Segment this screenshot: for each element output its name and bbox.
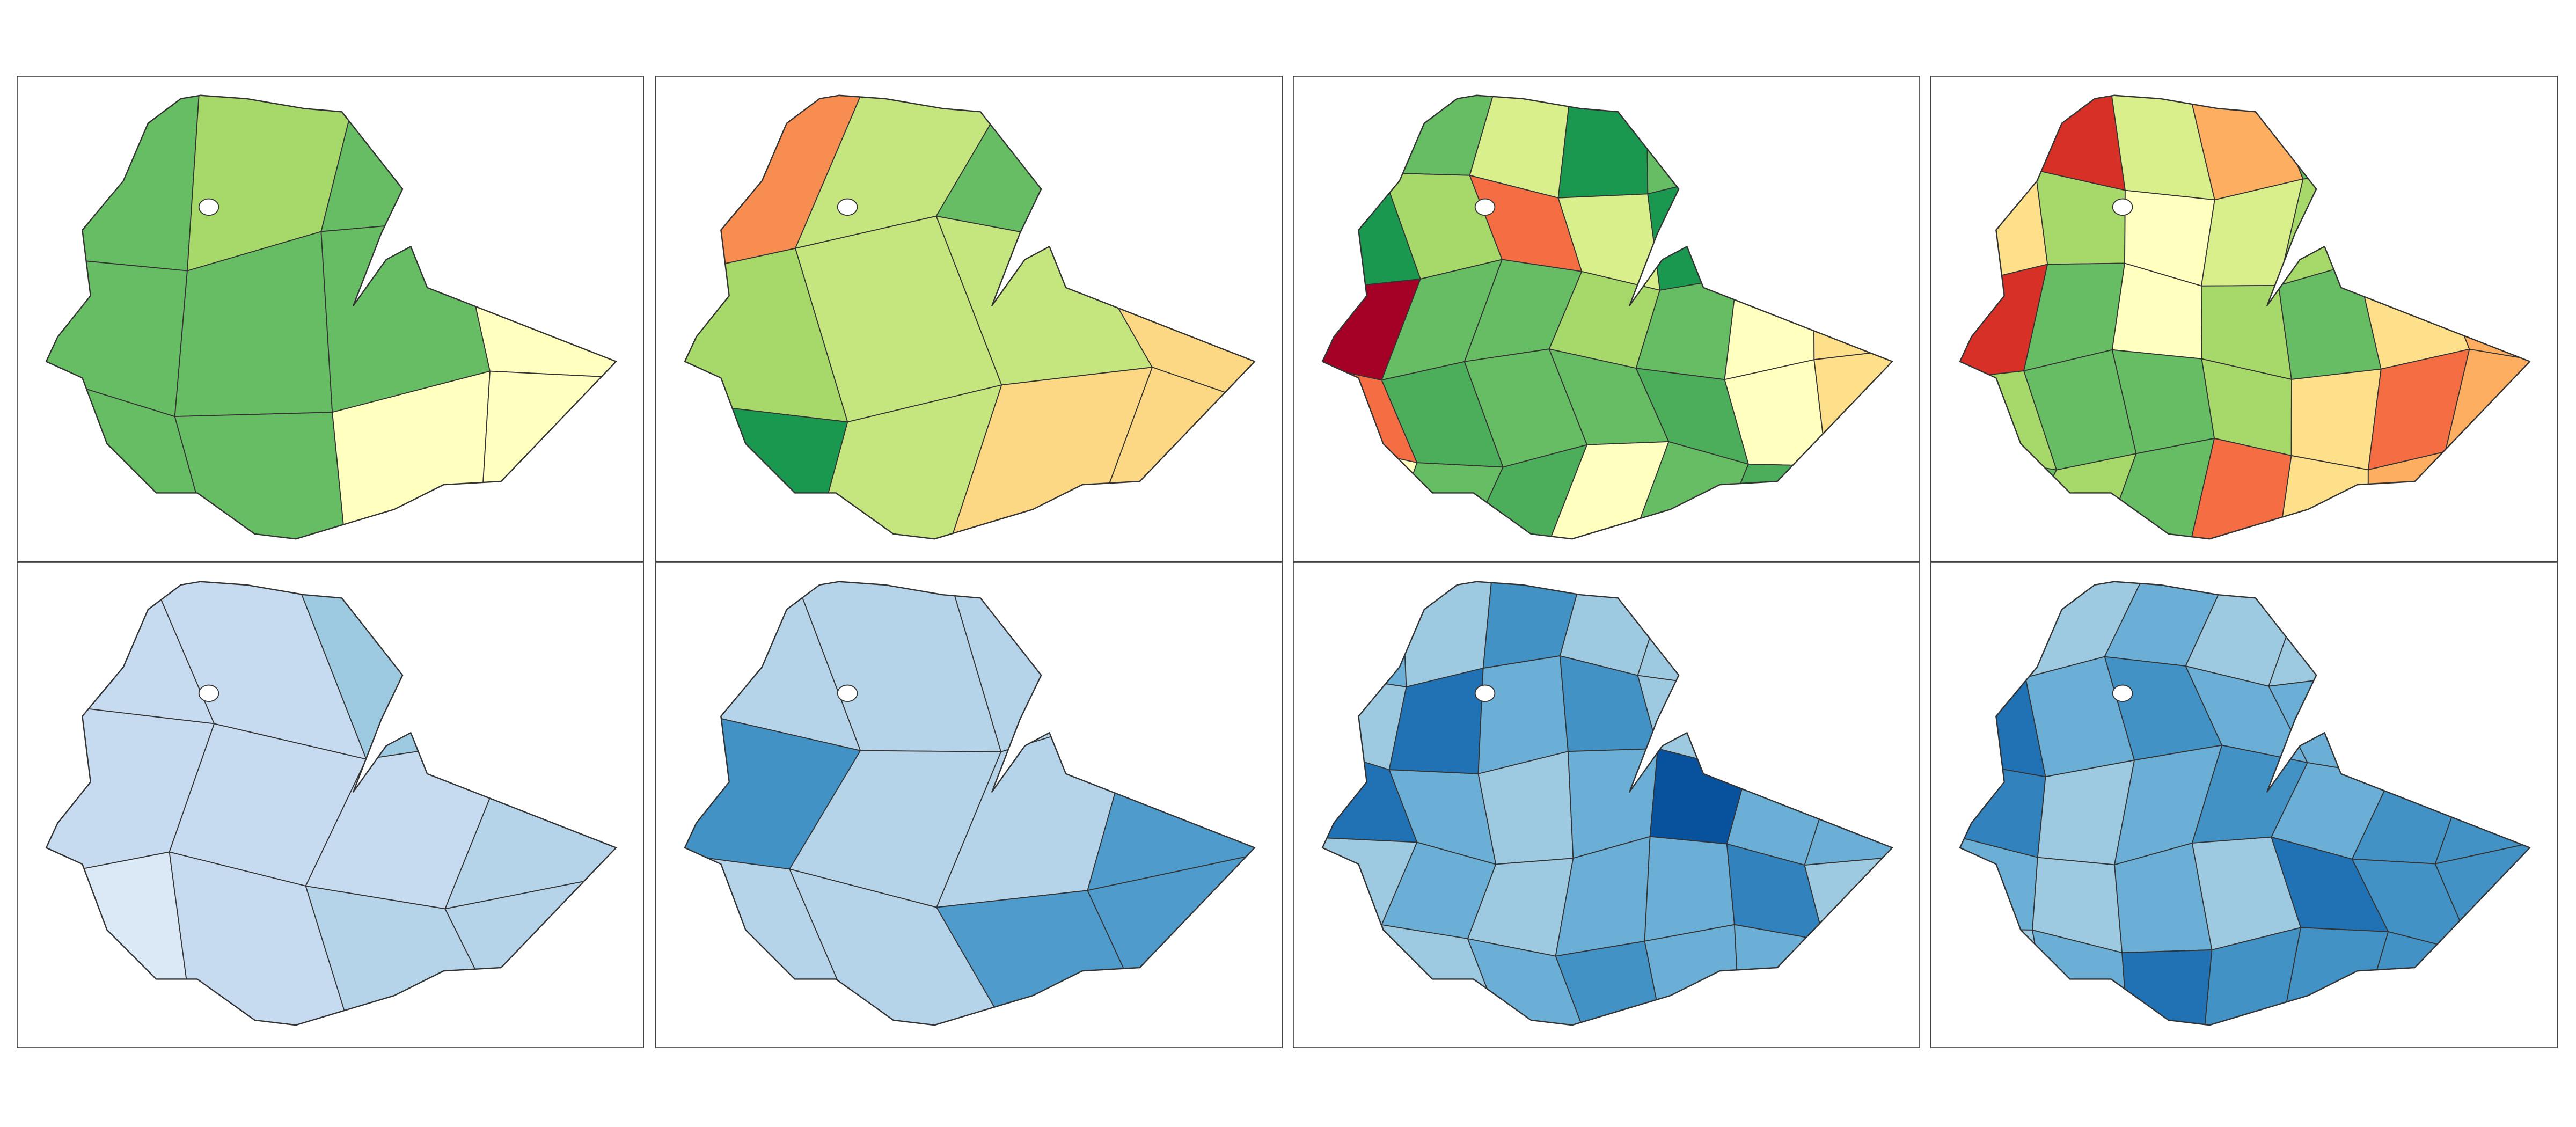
lake: [1474, 684, 1496, 702]
map-panel: [1930, 76, 2558, 562]
lake: [837, 198, 858, 216]
country-outline: [1321, 94, 1893, 540]
country-outline: [1959, 94, 2531, 540]
map-panel: [655, 562, 1283, 1048]
map-panel: [17, 76, 644, 562]
lake: [198, 198, 219, 216]
country-outline: [1321, 581, 1893, 1026]
map-panel: [655, 76, 1283, 562]
country-outline: [684, 581, 1256, 1026]
country-outline: [1959, 581, 2531, 1026]
region: [1644, 836, 1735, 942]
region: [2190, 437, 2292, 539]
map-panel: [1930, 562, 2558, 1048]
map-panel: [1293, 562, 1920, 1048]
lake: [1474, 198, 1496, 216]
country-outline: [684, 94, 1256, 540]
region: [2290, 368, 2382, 471]
map-panel: [1293, 76, 1920, 562]
region: [169, 851, 351, 1026]
lake: [2112, 684, 2133, 702]
country-outline: [45, 581, 617, 1026]
map-panel: [17, 562, 644, 1048]
lake: [837, 684, 858, 702]
lake: [2112, 198, 2133, 216]
country-outline: [45, 94, 617, 540]
lake: [198, 684, 219, 702]
